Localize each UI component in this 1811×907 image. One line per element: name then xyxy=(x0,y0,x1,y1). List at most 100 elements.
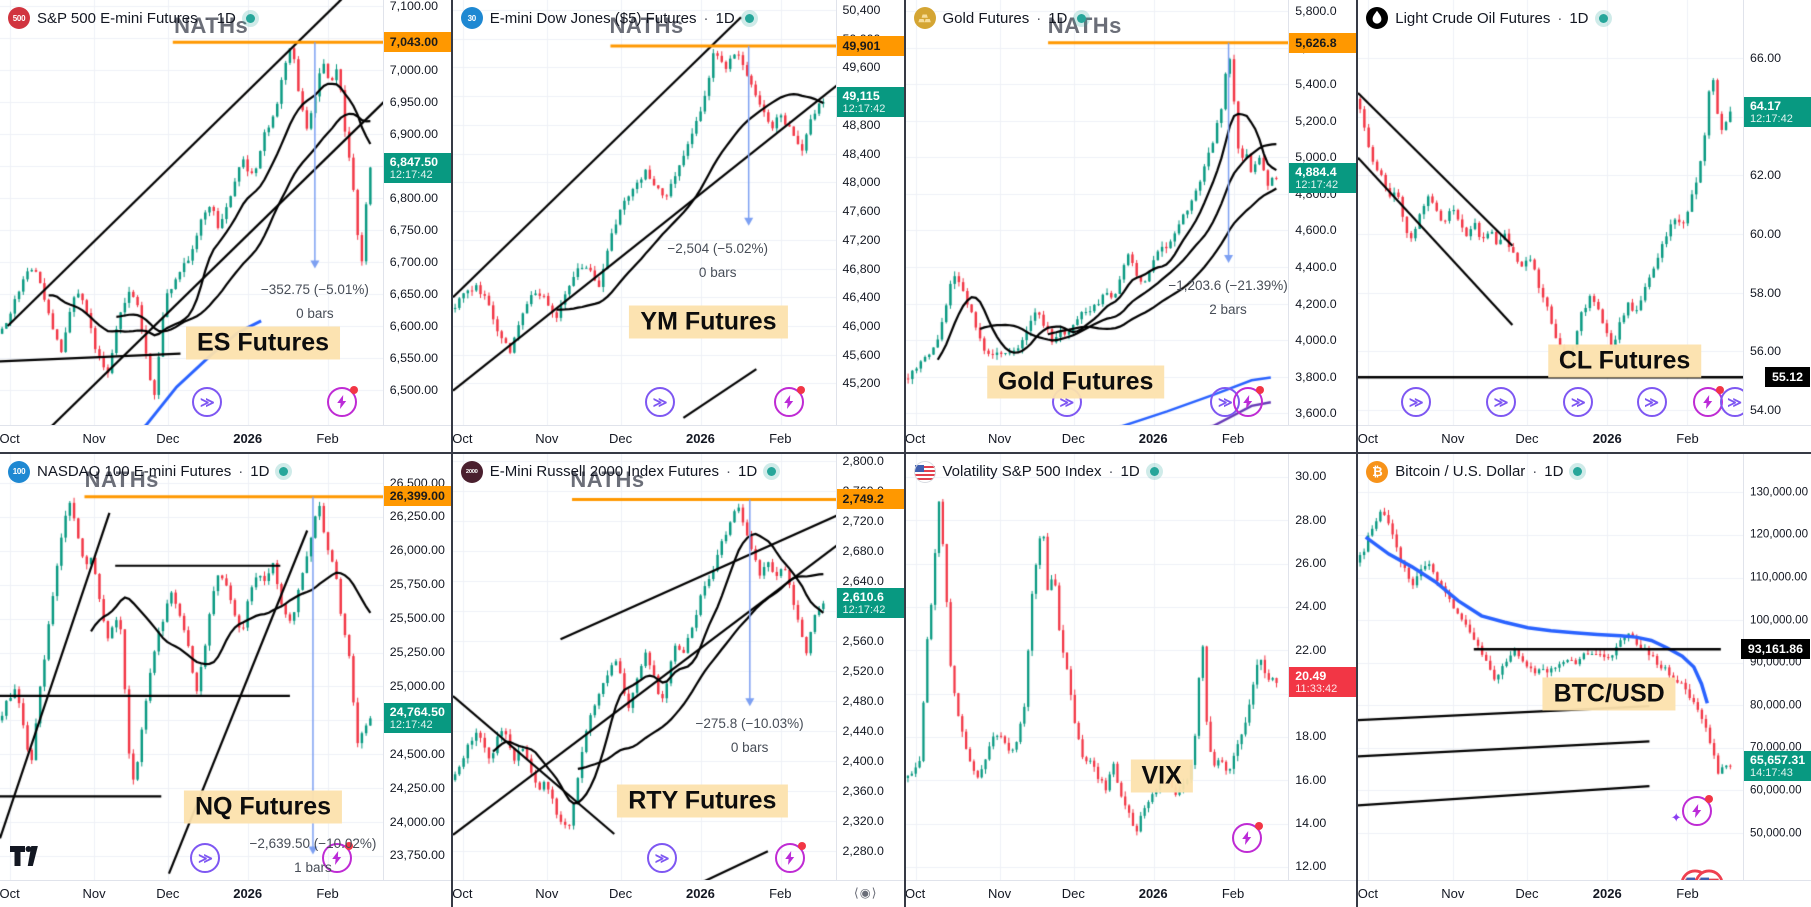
last-price-time: 14:17:43 xyxy=(1750,766,1793,779)
fast-forward-icon[interactable]: ≫ xyxy=(1401,387,1432,417)
market-status-dot[interactable] xyxy=(744,13,754,23)
market-status-dot[interactable] xyxy=(1598,13,1608,23)
symbol-title[interactable]: E-mini Dow Jones ($5) Futures xyxy=(489,9,697,27)
instrument-name-label[interactable]: VIX xyxy=(1130,759,1193,793)
instrument-name-label[interactable]: BTC/USD xyxy=(1542,677,1676,711)
interval-label[interactable]: 1D xyxy=(1048,9,1068,27)
market-status-dot[interactable] xyxy=(1149,467,1159,476)
symbol-title[interactable]: NASDAQ 100 E-mini Futures xyxy=(37,463,232,480)
interval-label[interactable]: 1D xyxy=(738,463,758,480)
chart-legend[interactable]: Gold Futures · 1D xyxy=(913,7,1087,29)
chart-panel[interactable]: NATHs 30 xyxy=(452,0,906,454)
instrument-name-label[interactable]: ES Futures xyxy=(186,326,341,360)
tradingview-logo[interactable] xyxy=(10,846,44,873)
interval-label[interactable]: 1D xyxy=(1544,463,1564,480)
price-axis[interactable]: 7,043.00 6,847.50 12:17:42 7,100.007,050… xyxy=(382,0,451,426)
lightning-icon[interactable] xyxy=(773,386,805,417)
fast-forward-icon[interactable]: ≫ xyxy=(192,387,223,417)
measure-annotation: −275.8 (−10.03%) 0 bars xyxy=(696,716,804,755)
time-tick: Oct xyxy=(905,430,926,446)
market-status-dot[interactable] xyxy=(245,13,255,23)
price-axis[interactable]: 65,657.31 14:17:43 93,161.86 130,000.00 1… xyxy=(1740,453,1811,881)
interval-label[interactable]: 1D xyxy=(1120,463,1140,480)
instrument-name-label[interactable]: RTY Futures xyxy=(617,784,788,818)
lightning-icon[interactable] xyxy=(326,386,358,417)
interval-label[interactable]: 1D xyxy=(1569,9,1589,27)
price-axis[interactable]: 5,626.8 4,884.4 12:17:42 5,800.05,600.05… xyxy=(1288,0,1357,426)
market-status-dot[interactable] xyxy=(767,467,777,476)
fast-forward-icon[interactable]: ≫ xyxy=(645,387,676,417)
chart-panel[interactable]: NATHs 500 xyxy=(0,0,453,454)
price-axis[interactable]: 20.49 11:33:42 30.00 28.00 26.00 24.00 22.00… xyxy=(1288,453,1357,881)
instrument-name-label[interactable]: YM Futures xyxy=(629,305,788,339)
candlestick-chart[interactable] xyxy=(905,0,1290,426)
chart-legend[interactable]: ₿ xyxy=(1366,460,1583,483)
price-tick: 80,000.00 xyxy=(1750,698,1802,712)
symbol-title[interactable]: Bitcoin / U.S. Dollar xyxy=(1395,463,1526,480)
candlestick-chart[interactable] xyxy=(0,0,384,426)
measure-change-text: −2,504 (−5.02%) xyxy=(667,240,768,256)
symbol-title[interactable]: E-Mini Russell 2000 Index Futures xyxy=(489,463,720,480)
market-status-dot[interactable] xyxy=(1573,467,1583,476)
candlestick-chart[interactable] xyxy=(452,0,837,426)
time-axis[interactable]: ⟨◉⟩ Oct Nov Dec 2026 Feb xyxy=(452,880,904,907)
last-price-label: 64.17 12:17:42 xyxy=(1744,96,1811,127)
fast-forward-icon[interactable]: ≫ xyxy=(647,842,678,873)
price-axis[interactable]: 49,901 49,115 12:17:42 50,40050,00049,60… xyxy=(835,0,904,426)
chart-panel[interactable]: Light Crude Oil Futures · 1D CL Futures … xyxy=(1358,0,1811,454)
candlestick-chart[interactable] xyxy=(905,453,1290,882)
chart-panel[interactable]: ₿ xyxy=(1358,453,1811,907)
lightning-icon[interactable] xyxy=(1232,822,1264,854)
lightning-icon[interactable] xyxy=(321,841,353,873)
go-to-realtime-icon[interactable]: ⟨◉⟩ xyxy=(853,886,878,900)
lightning-icon[interactable] xyxy=(774,841,806,873)
price-tick: 49,600 xyxy=(842,60,881,75)
price-axis[interactable]: 64.17 12:17:42 55.12 66.0064.0062.0060.0… xyxy=(1743,0,1811,426)
lightning-icon[interactable] xyxy=(1233,386,1265,417)
instrument-name-label[interactable]: Gold Futures xyxy=(986,365,1165,399)
interval-label[interactable]: 1D xyxy=(250,463,270,480)
chart-legend[interactable]: 30 xyxy=(460,7,754,29)
symbol-title[interactable]: Light Crude Oil Futures xyxy=(1395,9,1551,27)
chart-panel[interactable]: NATHs xyxy=(905,0,1359,454)
fast-forward-icon[interactable]: ≫ xyxy=(1563,387,1594,417)
chart-legend[interactable]: Light Crude Oil Futures · 1D xyxy=(1366,7,1608,29)
symbol-title[interactable]: S&P 500 E-mini Futures xyxy=(37,9,198,27)
chart-panel[interactable]: NATHs 2000 xyxy=(452,453,906,907)
time-axis[interactable]: Oct Nov Dec 2026 Feb xyxy=(0,424,451,452)
symbol-title[interactable]: Volatility S&P 500 Index xyxy=(942,463,1102,480)
fast-forward-icon[interactable]: ≫ xyxy=(1636,387,1667,417)
symbol-title[interactable]: Gold Futures xyxy=(942,9,1030,27)
price-tick: 26.00 xyxy=(1295,556,1327,571)
interval-label[interactable]: 1D xyxy=(216,9,236,27)
chart-legend[interactable]: 2000 xyxy=(460,460,777,483)
symbol-badge-label: 100 xyxy=(12,467,26,476)
last-price-value: 20.49 xyxy=(1295,669,1327,684)
market-status-dot[interactable] xyxy=(279,467,289,476)
price-tick: 120,000.00 xyxy=(1750,527,1809,541)
instrument-name-label[interactable]: CL Futures xyxy=(1547,344,1702,378)
fast-forward-icon[interactable]: ≫ xyxy=(1486,387,1517,417)
time-axis[interactable]: Oct Nov Dec 2026 Feb xyxy=(452,424,904,452)
chart-legend[interactable]: Volatility S&P 500 Index · 1D xyxy=(913,460,1159,483)
chart-legend[interactable]: 500 xyxy=(8,7,255,29)
chart-legend[interactable]: 100 xyxy=(8,460,289,483)
price-axis[interactable]: 26,399.00 24,764.50 12:17:42 26,500.00 26… xyxy=(382,453,451,881)
sparkle-lightning-icon[interactable]: ✦ xyxy=(1671,795,1713,827)
market-status-dot[interactable] xyxy=(1077,13,1087,23)
measure-bars-text: 1 bars xyxy=(294,859,332,875)
candlestick-chart[interactable] xyxy=(1358,453,1745,882)
interval-label[interactable]: 1D xyxy=(715,9,735,27)
chart-panel[interactable]: NATHs 100 xyxy=(0,453,453,907)
time-axis[interactable]: Oct Nov Dec 2026 Feb xyxy=(1358,424,1811,452)
chart-panel[interactable]: Volatility S&P 500 Index · 1D VIX 20.49 … xyxy=(905,453,1359,907)
price-axis[interactable]: 2,749.2 2,610.6 12:17:42 2,800.02,760.02… xyxy=(835,453,904,881)
time-axis[interactable]: Oct Nov Dec 2026 Feb xyxy=(1358,880,1811,907)
time-axis[interactable]: Oct Nov Dec 2026 Feb xyxy=(0,880,451,907)
lightning-icon[interactable] xyxy=(1692,386,1724,417)
time-axis[interactable]: Oct Nov Dec 2026 Feb xyxy=(905,880,1357,907)
instrument-name-label[interactable]: NQ Futures xyxy=(183,790,343,824)
last-price-label: 6,847.50 12:17:42 xyxy=(383,152,451,183)
time-axis[interactable]: Oct Nov Dec 2026 Feb xyxy=(905,424,1357,452)
fast-forward-icon[interactable]: ≫ xyxy=(190,842,221,873)
